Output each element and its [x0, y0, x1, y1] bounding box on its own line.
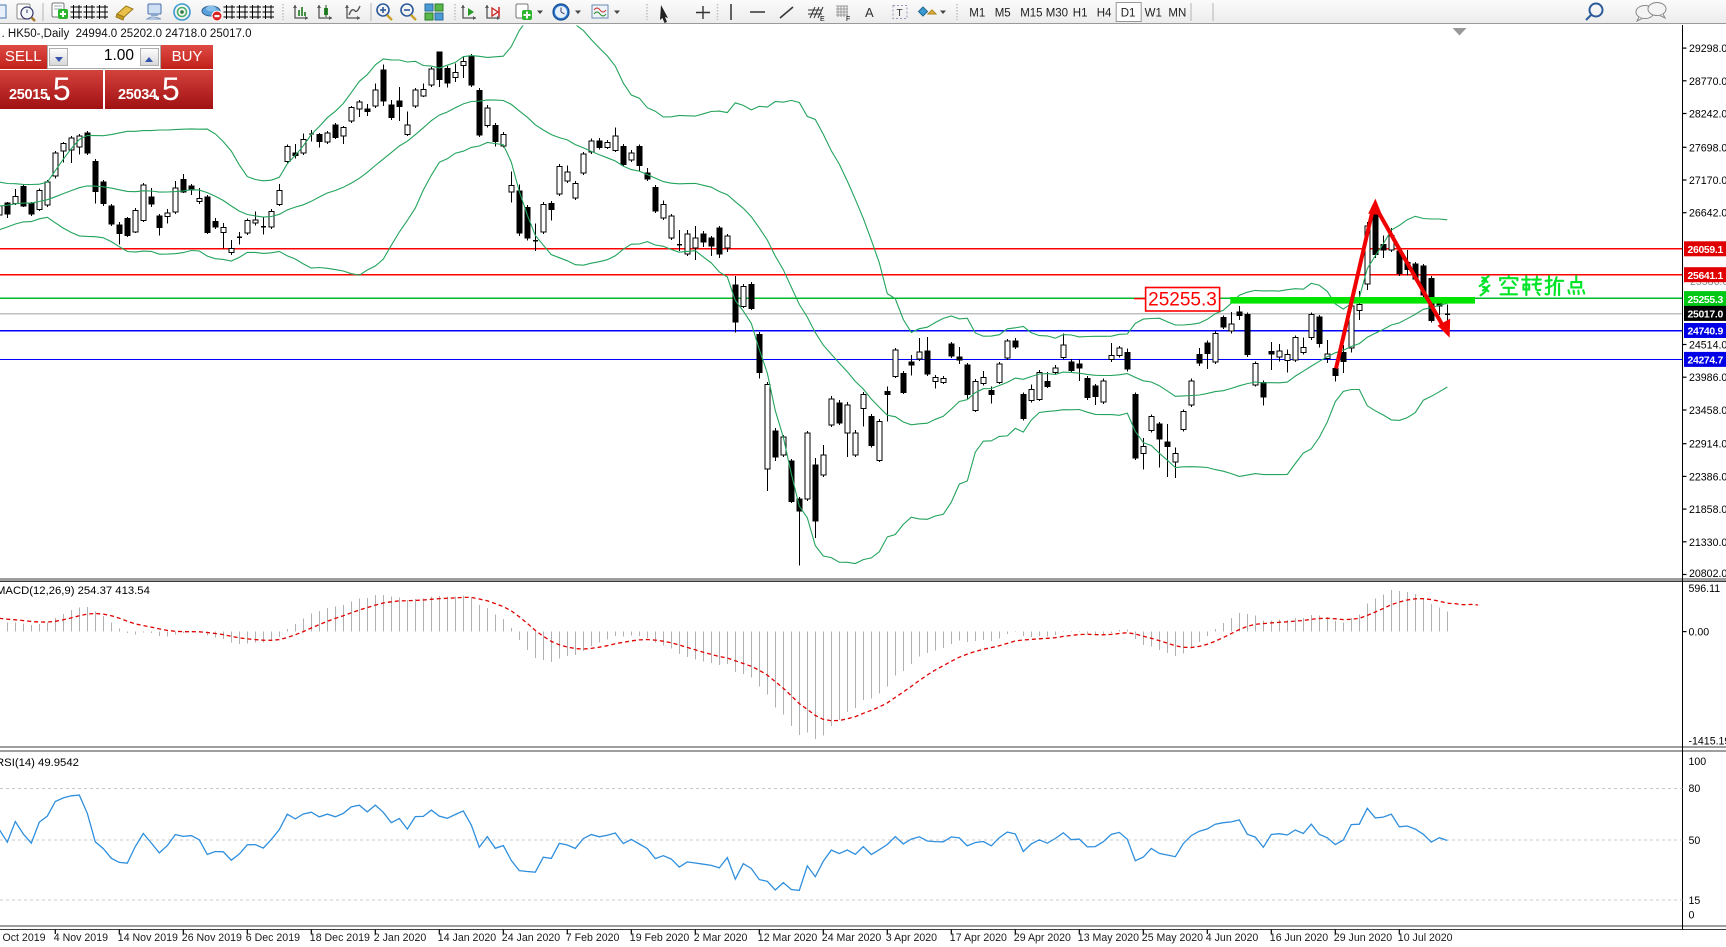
svg-text:E: E	[820, 16, 825, 23]
svg-text:23458.0: 23458.0	[1689, 405, 1726, 417]
svg-text:-1415.19: -1415.19	[1689, 736, 1726, 748]
svg-text:24274.7: 24274.7	[1688, 356, 1724, 367]
svg-text:16 Jun 2020: 16 Jun 2020	[1270, 932, 1328, 944]
svg-text:22914.0: 22914.0	[1689, 439, 1726, 451]
svg-text:25017.0: 25017.0	[1688, 310, 1724, 321]
svg-text:596.11: 596.11	[1689, 583, 1721, 595]
svg-text:100: 100	[1689, 756, 1707, 768]
svg-text:14 Jan 2020: 14 Jan 2020	[438, 932, 496, 944]
svg-text:M1: M1	[969, 8, 985, 20]
svg-text:28242.0: 28242.0	[1689, 109, 1726, 121]
svg-text:25 May 2020: 25 May 2020	[1142, 932, 1203, 944]
svg-text:27698.0: 27698.0	[1689, 142, 1726, 154]
svg-text:18 Dec 2019: 18 Dec 2019	[310, 932, 370, 944]
svg-text:0: 0	[1689, 910, 1695, 922]
svg-text:0.00: 0.00	[1689, 627, 1710, 639]
svg-text:25255.3: 25255.3	[1148, 290, 1217, 311]
svg-text:2 Jan 2020: 2 Jan 2020	[374, 932, 427, 944]
svg-text:26059.1: 26059.1	[1688, 245, 1724, 256]
svg-text:29298.0: 29298.0	[1689, 43, 1726, 55]
svg-text:H1: H1	[1073, 8, 1088, 20]
svg-text:W1: W1	[1145, 8, 1162, 20]
svg-text:24740.9: 24740.9	[1688, 327, 1724, 338]
svg-text:F: F	[846, 16, 850, 23]
svg-text:15: 15	[1689, 895, 1701, 907]
svg-text:A: A	[865, 5, 874, 20]
svg-text:24 Mar 2020: 24 Mar 2020	[822, 932, 882, 944]
svg-text:4 Jun 2020: 4 Jun 2020	[1206, 932, 1259, 944]
svg-text:MACD(12,26,9) 254.37 413.54: MACD(12,26,9) 254.37 413.54	[0, 585, 150, 597]
svg-text:. HK50-,Daily 24994.0 25202.0: . HK50-,Daily 24994.0 25202.0 24718.0 25…	[2, 28, 252, 40]
svg-text:27170.0: 27170.0	[1689, 175, 1726, 187]
svg-text:6 Dec 2019: 6 Dec 2019	[246, 932, 300, 944]
svg-text:29 Jun 2020: 29 Jun 2020	[1334, 932, 1392, 944]
svg-text:D1: D1	[1121, 8, 1136, 20]
svg-text:Oct 2019: Oct 2019	[3, 932, 46, 944]
svg-text:22386.0: 22386.0	[1689, 471, 1726, 483]
svg-text:13 May 2020: 13 May 2020	[1078, 932, 1139, 944]
svg-text:21330.0: 21330.0	[1689, 537, 1726, 549]
svg-text:12 Mar 2020: 12 Mar 2020	[758, 932, 818, 944]
svg-text:14 Nov 2019: 14 Nov 2019	[118, 932, 178, 944]
svg-text:21858.0: 21858.0	[1689, 504, 1726, 516]
svg-text:4 Nov 2019: 4 Nov 2019	[54, 932, 108, 944]
svg-text:RSI(14) 49.9542: RSI(14) 49.9542	[0, 757, 79, 769]
svg-text:29 Apr 2020: 29 Apr 2020	[1014, 932, 1071, 944]
svg-text:3 Apr 2020: 3 Apr 2020	[886, 932, 937, 944]
svg-text:50: 50	[1689, 835, 1701, 847]
svg-text:28770.0: 28770.0	[1689, 76, 1726, 88]
svg-text:MN: MN	[1168, 8, 1186, 20]
svg-text:10 Jul 2020: 10 Jul 2020	[1398, 932, 1453, 944]
svg-text:26642.0: 26642.0	[1689, 208, 1726, 220]
svg-text:24514.0: 24514.0	[1689, 340, 1726, 352]
svg-text:2 Mar 2020: 2 Mar 2020	[694, 932, 748, 944]
svg-text:M15: M15	[1020, 8, 1042, 20]
svg-text:80: 80	[1689, 783, 1701, 795]
svg-text:24 Jan 2020: 24 Jan 2020	[502, 932, 560, 944]
svg-text:25641.1: 25641.1	[1688, 271, 1724, 282]
svg-text:23986.0: 23986.0	[1689, 372, 1726, 384]
svg-text:7 Feb 2020: 7 Feb 2020	[566, 932, 620, 944]
svg-text:19 Feb 2020: 19 Feb 2020	[630, 932, 690, 944]
svg-text:20802.0: 20802.0	[1689, 568, 1726, 580]
svg-text:T: T	[897, 8, 903, 19]
svg-text:26 Nov 2019: 26 Nov 2019	[182, 932, 242, 944]
svg-text:H4: H4	[1097, 8, 1112, 20]
svg-text:M5: M5	[995, 8, 1011, 20]
svg-text:17 Apr 2020: 17 Apr 2020	[950, 932, 1007, 944]
svg-text:M30: M30	[1046, 8, 1068, 20]
svg-text:25255.3: 25255.3	[1688, 295, 1724, 306]
